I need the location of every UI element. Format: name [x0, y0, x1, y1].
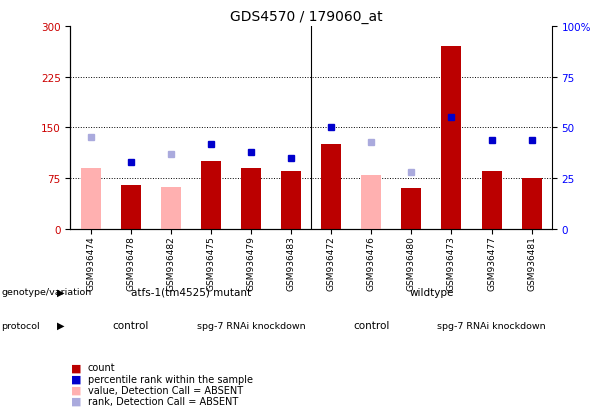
Text: count: count: [88, 363, 115, 373]
Text: control: control: [353, 320, 389, 330]
Bar: [121, 185, 140, 229]
Text: ■: ■: [70, 385, 81, 395]
Text: control: control: [112, 320, 149, 330]
Bar: [482, 172, 501, 229]
Text: spg-7 RNAi knockdown: spg-7 RNAi knockdown: [197, 321, 305, 330]
Text: value, Detection Call = ABSENT: value, Detection Call = ABSENT: [88, 385, 243, 395]
Bar: [201, 162, 221, 229]
Bar: [80, 169, 101, 229]
Text: ■: ■: [70, 374, 81, 384]
Text: rank, Detection Call = ABSENT: rank, Detection Call = ABSENT: [88, 396, 238, 406]
Bar: [161, 188, 181, 229]
Text: wildtype: wildtype: [409, 287, 454, 297]
Text: ▶: ▶: [57, 320, 64, 330]
Bar: [402, 189, 421, 229]
Bar: [281, 172, 301, 229]
Text: genotype/variation: genotype/variation: [1, 288, 91, 297]
Text: spg-7 RNAi knockdown: spg-7 RNAi knockdown: [437, 321, 546, 330]
Text: protocol: protocol: [1, 321, 40, 330]
Text: percentile rank within the sample: percentile rank within the sample: [88, 374, 253, 384]
Bar: [361, 175, 381, 229]
Bar: [241, 169, 261, 229]
Text: ■: ■: [70, 396, 81, 406]
Bar: [522, 178, 542, 229]
Bar: [441, 47, 462, 229]
Bar: [321, 145, 341, 229]
Text: GDS4570 / 179060_at: GDS4570 / 179060_at: [230, 10, 383, 24]
Text: ▶: ▶: [57, 287, 64, 297]
Text: ■: ■: [70, 363, 81, 373]
Text: atfs-1(tm4525) mutant: atfs-1(tm4525) mutant: [131, 287, 251, 297]
